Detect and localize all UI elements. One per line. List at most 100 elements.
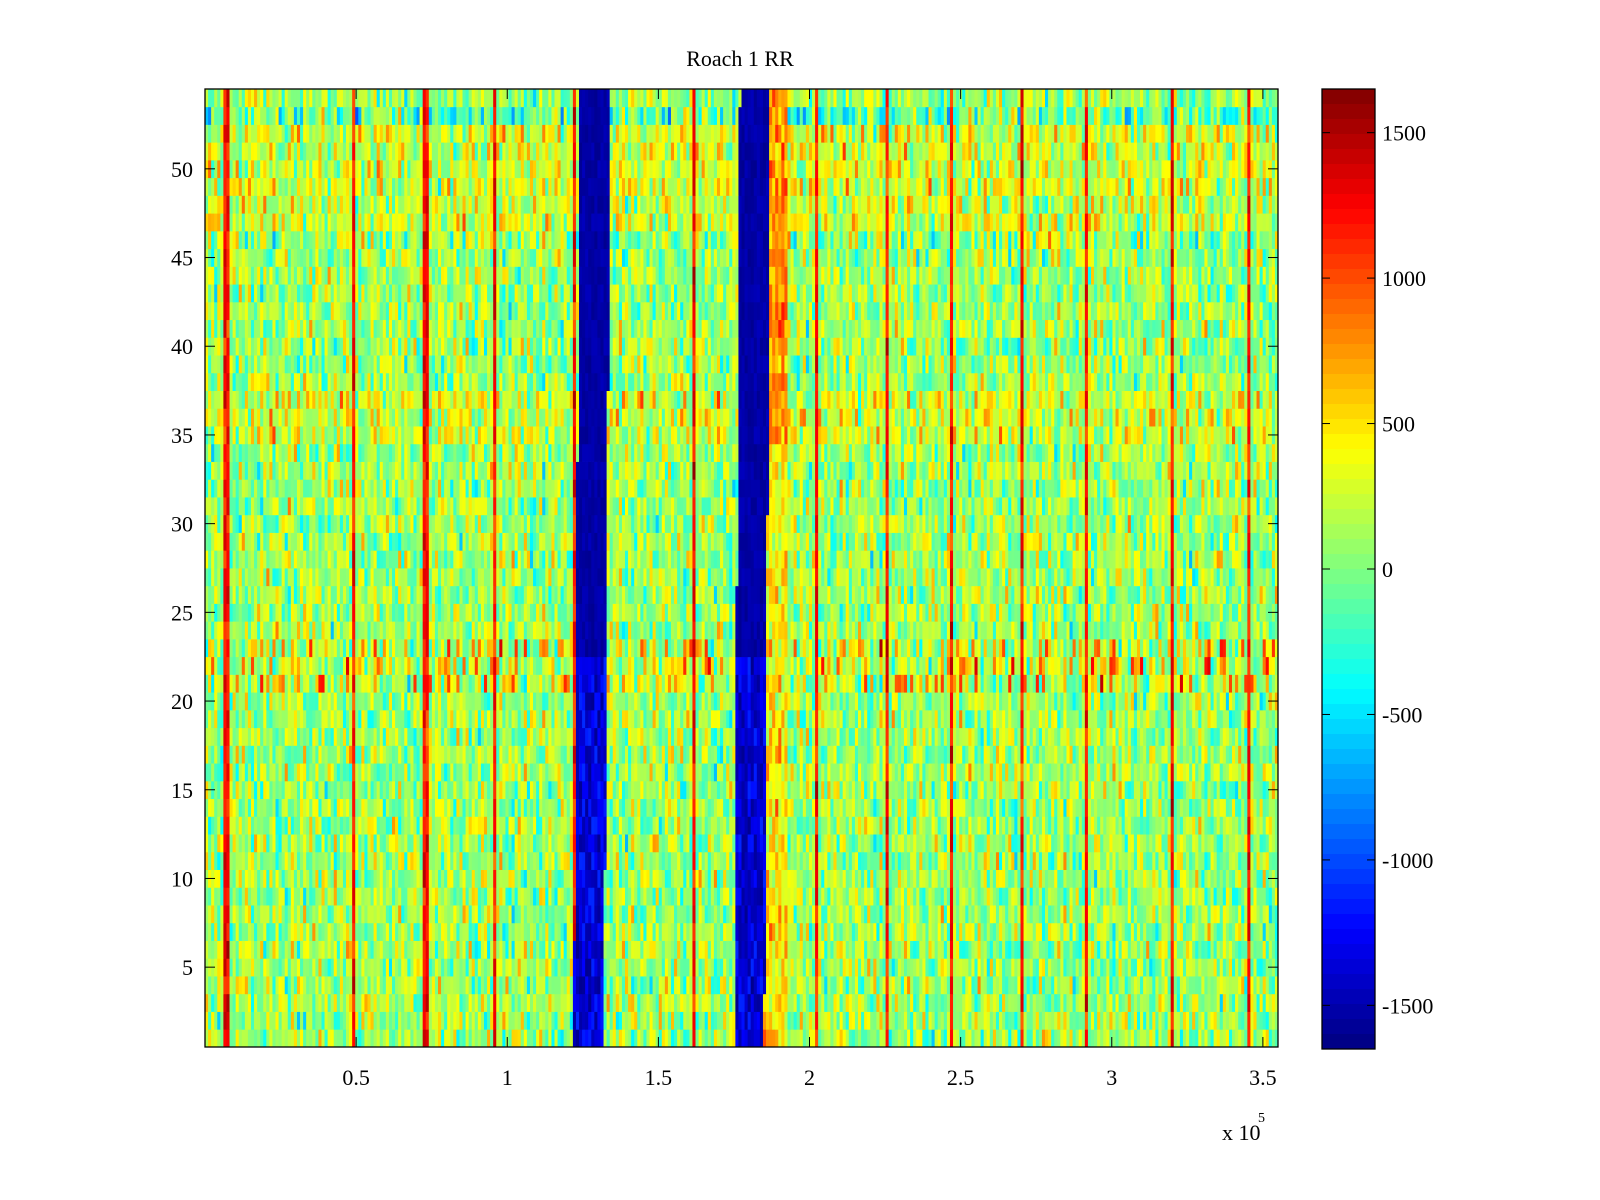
heatmap-cell [1106, 958, 1110, 977]
heatmap-cell [214, 1029, 218, 1048]
heatmap-cell [919, 869, 923, 888]
heatmap-cell [928, 1029, 932, 1048]
heatmap-cell [667, 816, 672, 835]
heatmap-cell [830, 798, 834, 817]
heatmap-cell [1084, 851, 1089, 870]
heatmap-cell [551, 922, 555, 941]
heatmap-cell [395, 1029, 399, 1048]
heatmap-cell [474, 887, 479, 906]
heatmap-cell [925, 887, 929, 906]
heatmap-cell [634, 816, 638, 835]
heatmap-cell [303, 869, 307, 888]
heatmap-cell [1026, 798, 1031, 817]
heatmap-cell [536, 940, 540, 959]
heatmap-cell [483, 976, 488, 995]
heatmap-cell [1140, 869, 1144, 888]
heatmap-cell [585, 816, 589, 835]
heatmap-cell [1008, 905, 1012, 924]
heatmap-cell [471, 976, 476, 995]
heatmap-cell [625, 887, 629, 906]
heatmap-cell [655, 816, 660, 835]
heatmap-cell [217, 869, 221, 888]
heatmap-cell [1210, 887, 1215, 906]
heatmap-cell [330, 993, 335, 1012]
heatmap-cell [1192, 1011, 1196, 1030]
heatmap-cell [674, 1029, 678, 1048]
heatmap-cell [566, 958, 571, 977]
heatmap-cell [885, 851, 890, 870]
heatmap-cell [1152, 993, 1156, 1012]
heatmap-cell [223, 780, 227, 800]
heatmap-cell [382, 1029, 387, 1048]
heatmap-cell [830, 1011, 834, 1030]
heatmap-cell [471, 993, 476, 1012]
heatmap-cell [848, 887, 853, 906]
heatmap-cell [296, 976, 301, 995]
heatmap-cell [805, 993, 810, 1012]
heatmap-cell [1106, 834, 1110, 853]
heatmap-cell [848, 905, 853, 924]
heatmap-cell [468, 1029, 473, 1048]
heatmap-cell [1041, 887, 1046, 906]
heatmap-cell [232, 869, 237, 888]
heatmap-cell [1014, 922, 1018, 941]
heatmap-cell [526, 993, 531, 1012]
heatmap-cell [854, 905, 859, 924]
heatmap-cell [928, 851, 932, 870]
heatmap-cell [1250, 798, 1254, 817]
heatmap-cell [1179, 905, 1184, 924]
heatmap-cell [1032, 887, 1037, 906]
heatmap-cell [379, 780, 384, 800]
heatmap-cell [1014, 816, 1018, 835]
heatmap-cell [312, 816, 316, 835]
heatmap-cell [1100, 922, 1104, 941]
heatmap-cell [1146, 1011, 1150, 1030]
heatmap-cell [1152, 1011, 1156, 1030]
heatmap-cell [364, 869, 368, 888]
heatmap-cell [922, 834, 926, 853]
heatmap-cell [1066, 993, 1070, 1012]
heatmap-cell [1198, 940, 1202, 959]
heatmap-cell [1124, 1029, 1129, 1048]
heatmap-cell [1026, 993, 1031, 1012]
heatmap-cell [1189, 834, 1193, 853]
heatmap-cell [707, 816, 712, 835]
heatmap-cell [551, 940, 555, 959]
heatmap-cell [1216, 922, 1221, 941]
heatmap-cell [594, 816, 598, 835]
heatmap-cell [637, 887, 641, 906]
heatmap-cell [747, 816, 752, 835]
heatmap-cell [726, 834, 730, 853]
heatmap-cell [241, 905, 246, 924]
heatmap-cell [582, 869, 586, 888]
heatmap-cell [683, 976, 687, 995]
heatmap-cell [1054, 834, 1058, 853]
heatmap-cell [257, 958, 261, 977]
heatmap-cell [1041, 869, 1046, 888]
heatmap-cell [885, 834, 890, 853]
heatmap-cell [545, 905, 549, 924]
heatmap-cell [790, 834, 795, 853]
heatmap-cell [753, 834, 758, 853]
heatmap-cell [342, 1011, 347, 1030]
heatmap-cell [882, 816, 886, 835]
heatmap-cell [922, 1011, 926, 1030]
heatmap-cell [1014, 940, 1018, 959]
heatmap-cell [692, 834, 696, 853]
heatmap-cell [205, 851, 209, 870]
heatmap-cell [263, 851, 267, 870]
heatmap-cell [401, 976, 405, 995]
heatmap-cell [434, 993, 439, 1012]
heatmap-cell [934, 993, 939, 1012]
heatmap-cell [861, 887, 865, 906]
heatmap-cell [1109, 976, 1113, 995]
heatmap-cell [355, 816, 359, 835]
heatmap-cell [572, 905, 577, 924]
heatmap-cell [312, 940, 316, 959]
heatmap-cell [339, 958, 344, 977]
heatmap-cell [1201, 869, 1205, 888]
heatmap-cell [661, 958, 666, 977]
heatmap-cell [1170, 834, 1175, 853]
heatmap-cell [879, 1011, 883, 1030]
heatmap-cell [536, 976, 540, 995]
